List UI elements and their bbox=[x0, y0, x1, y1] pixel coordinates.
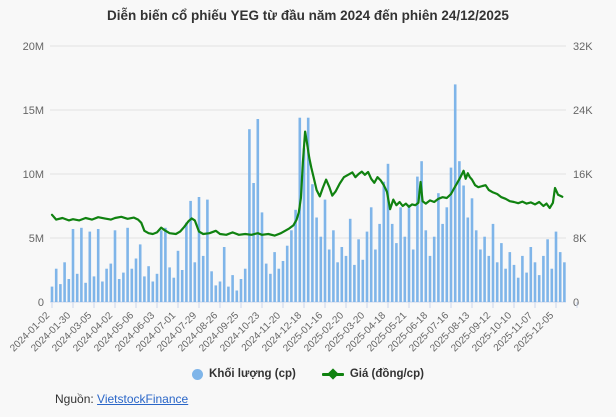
price-line bbox=[50, 130, 564, 237]
y-right-tick-label: 0 bbox=[573, 297, 579, 309]
chart-legend: Khối lượng (cp) Giá (đồng/cp) bbox=[0, 368, 616, 380]
y-right-tick-label: 24K bbox=[573, 105, 593, 117]
source-label: Nguồn: bbox=[55, 392, 94, 406]
legend-item-volume[interactable]: Khối lượng (cp) bbox=[192, 368, 296, 380]
legend-label-volume: Khối lượng (cp) bbox=[209, 368, 296, 380]
source-link[interactable]: VietstockFinance bbox=[97, 392, 189, 406]
y-right-tick-label: 16K bbox=[573, 169, 593, 181]
y-right-tick-label: 32K bbox=[573, 41, 593, 53]
source-line: Nguồn: VietstockFinance bbox=[55, 392, 188, 406]
legend-label-price: Giá (đồng/cp) bbox=[349, 368, 424, 380]
y-left-tick-label: 10M bbox=[23, 169, 44, 181]
chart-title: Diễn biến cổ phiếu YEG từ đầu năm 2024 đ… bbox=[107, 8, 509, 23]
y-right-tick-label: 8K bbox=[573, 233, 587, 245]
y-left-tick-label: 15M bbox=[23, 105, 44, 117]
price-series-icon bbox=[321, 368, 344, 380]
legend-item-price[interactable]: Giá (đồng/cp) bbox=[321, 368, 424, 380]
y-left-tick-label: 20M bbox=[23, 41, 44, 53]
y-left-tick-label: 0 bbox=[38, 297, 44, 309]
volume-bars bbox=[50, 84, 566, 303]
y-left-tick-label: 5M bbox=[29, 233, 44, 245]
volume-series-icon bbox=[192, 368, 204, 380]
